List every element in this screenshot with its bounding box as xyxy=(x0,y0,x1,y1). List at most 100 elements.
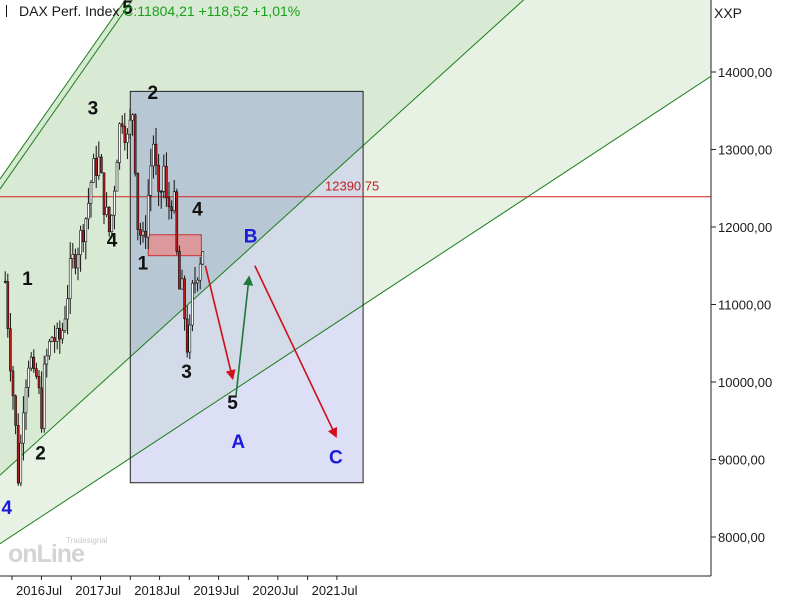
watermark-bottom: onLine xyxy=(8,540,85,568)
candle-down xyxy=(139,229,142,236)
candle-down xyxy=(175,191,179,252)
channel-top-inner-line xyxy=(0,0,133,190)
candle-up xyxy=(162,165,166,192)
candle-down xyxy=(6,281,10,329)
candle-down xyxy=(159,190,163,193)
candle-down xyxy=(100,156,103,174)
candle-down xyxy=(102,172,106,215)
y-tick-label: 11000,00 xyxy=(718,298,771,313)
candle-up xyxy=(188,324,192,353)
supply-zone xyxy=(147,234,202,257)
y-tick-label: 13000,00 xyxy=(718,143,772,158)
forecast-arrow-red xyxy=(254,265,338,439)
wave-label: 3 xyxy=(88,99,99,120)
candle-up xyxy=(42,363,46,429)
forecast-arrow-red xyxy=(204,265,236,381)
channel-bottom-line xyxy=(0,75,711,545)
candle-up xyxy=(27,367,30,388)
y-tick-label: 12000,00 xyxy=(718,220,772,235)
wave-label: 1 xyxy=(138,254,149,275)
candle-up xyxy=(126,133,129,143)
candle-up xyxy=(128,119,132,135)
y-tick-label: 14000,00 xyxy=(718,65,772,80)
candle-up xyxy=(172,191,176,212)
quote-readout: C:11804,21 +118,52 +1,01% xyxy=(123,3,301,19)
candle-up xyxy=(113,190,116,216)
candle-down xyxy=(107,206,111,233)
candle-up xyxy=(118,123,121,163)
candle-down xyxy=(133,114,137,174)
candle-up xyxy=(71,254,75,259)
x-tick-label: 2017 xyxy=(75,583,104,598)
wave-label: 4 xyxy=(2,498,13,519)
x-tick-label: Jul xyxy=(164,583,181,598)
candle-up xyxy=(97,156,101,177)
x-tick-label: 2016 xyxy=(16,583,45,598)
box-upper-fill xyxy=(130,91,364,357)
candle-down xyxy=(53,337,56,342)
y-tick-label: 8000,00 xyxy=(718,530,765,545)
candle-down xyxy=(136,172,140,230)
candle-up xyxy=(110,214,114,233)
candle-up xyxy=(92,158,95,183)
candle-down xyxy=(185,318,189,353)
candle-up xyxy=(141,230,145,236)
candle-up xyxy=(191,282,194,326)
wave-label: 5 xyxy=(122,0,133,19)
watermark-top: Tradesignal xyxy=(66,536,108,545)
candle-up xyxy=(66,298,69,320)
candle-up xyxy=(61,330,64,340)
candle-down xyxy=(3,280,7,283)
candle-up xyxy=(131,114,134,121)
wave-label: 3 xyxy=(181,362,192,383)
wave-label: 4 xyxy=(192,199,203,220)
candle-down xyxy=(11,370,15,397)
candle-down xyxy=(94,158,98,177)
wave-label: B xyxy=(244,227,258,248)
candle-up xyxy=(152,143,155,167)
candle-up xyxy=(55,328,59,342)
x-tick-label: 2020 xyxy=(252,583,281,598)
candle-down xyxy=(123,126,127,143)
candle-down xyxy=(120,123,124,127)
wave-label: 4 xyxy=(107,230,118,251)
candle-down xyxy=(157,164,160,192)
resistance-label: 12390,75 xyxy=(325,179,379,194)
wave-label: 2 xyxy=(35,444,46,465)
wave-label: 5 xyxy=(227,393,238,414)
candlesticks xyxy=(3,108,205,487)
box-border xyxy=(129,90,364,484)
wave-label: 1 xyxy=(22,269,33,290)
x-tick-label: 2019 xyxy=(193,583,222,598)
candle-down xyxy=(14,395,17,426)
candle-up xyxy=(79,230,82,256)
x-tick-label: 2018 xyxy=(134,583,163,598)
candle-up xyxy=(48,341,51,357)
candle-up xyxy=(196,279,199,284)
candle-down xyxy=(40,387,43,429)
candle-down xyxy=(37,376,41,389)
candle-up xyxy=(87,203,90,220)
candle-up xyxy=(50,337,54,342)
x-tick-label: Jul xyxy=(105,583,122,598)
axis-unit-label: XXP xyxy=(714,5,743,21)
x-tick-label: 2021 xyxy=(312,583,341,598)
candle-up xyxy=(89,182,93,204)
candle-up xyxy=(115,162,119,192)
candle-up xyxy=(198,263,202,281)
candle-up xyxy=(180,278,184,290)
y-axis-panel xyxy=(711,0,800,600)
candle-up xyxy=(76,254,80,269)
wave-label: 2 xyxy=(147,83,158,104)
candle-up xyxy=(149,165,153,196)
y-tick-label: 10000,00 xyxy=(718,375,772,390)
candle-down xyxy=(167,197,171,208)
channel-top-line xyxy=(0,0,126,180)
candle-up xyxy=(63,318,67,331)
candle-down xyxy=(81,230,85,243)
x-tick-label: Jul xyxy=(341,583,358,598)
channel-mid-line xyxy=(0,0,525,476)
candle-down xyxy=(74,254,77,269)
